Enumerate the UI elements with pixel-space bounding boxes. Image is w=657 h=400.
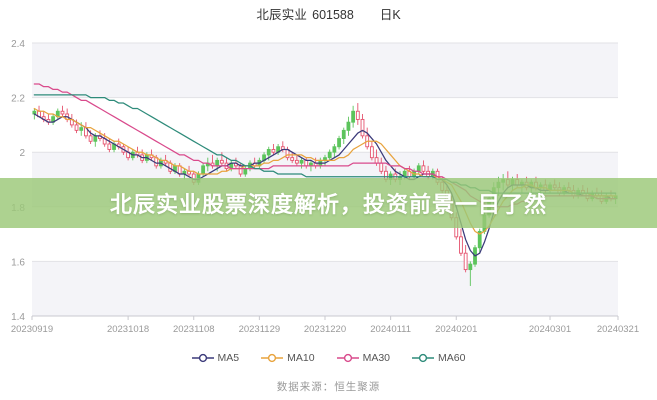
y-axis-tick-label: 2.2 — [11, 94, 25, 105]
legend-item-label: MA30 — [362, 352, 391, 364]
legend-item-ma10[interactable]: MA10 — [261, 352, 315, 364]
period-label: 日K — [379, 8, 401, 22]
y-axis-tick-label: 1.6 — [11, 257, 25, 268]
legend-item-label: MA10 — [287, 352, 315, 364]
legend-marker-icon — [261, 353, 284, 363]
y-axis-tick-label: 1.8 — [11, 203, 25, 214]
data-source-note: 数据来源：恒生聚源 — [276, 381, 381, 393]
legend-item-label: MA5 — [217, 352, 240, 364]
legend-marker-icon — [336, 353, 359, 363]
symbol-title: 北辰实业 601588 — [256, 4, 354, 24]
x-axis-tick-label: 20231018 — [107, 324, 149, 335]
legend-item-ma60[interactable]: MA60 — [412, 352, 465, 364]
chart-header: 北辰实业 601588 日K — [0, 4, 657, 24]
x-axis-tick-label: 20231129 — [239, 324, 281, 335]
x-axis-tick-label: 20240321 — [597, 324, 639, 335]
y-axis-tick-label: 2 — [19, 148, 25, 159]
legend-item-label: MA60 — [438, 352, 466, 364]
x-axis-tick-label: 20240201 — [435, 324, 477, 335]
legend-marker-icon — [191, 353, 214, 363]
x-axis-tick-label: 20231108 — [173, 324, 215, 335]
symbol-name: 北辰实业 — [256, 8, 308, 22]
x-axis-tick-label: 20240301 — [529, 324, 571, 335]
y-axis-tick-label: 1.4 — [11, 312, 25, 323]
x-axis-tick-label: 20230919 — [11, 324, 53, 335]
y-axis-tick-label: 2.4 — [11, 39, 25, 50]
symbol-code: 601588 — [312, 8, 354, 22]
x-axis-tick-label: 20231220 — [304, 324, 346, 335]
legend-item-ma5[interactable]: MA5 — [191, 352, 240, 364]
legend-marker-icon — [412, 353, 435, 363]
ma-legend: MA5 MA10 MA30 MA60 — [0, 352, 657, 364]
legend-item-ma30[interactable]: MA30 — [336, 352, 391, 364]
x-axis-tick-label: 20240111 — [370, 324, 411, 335]
